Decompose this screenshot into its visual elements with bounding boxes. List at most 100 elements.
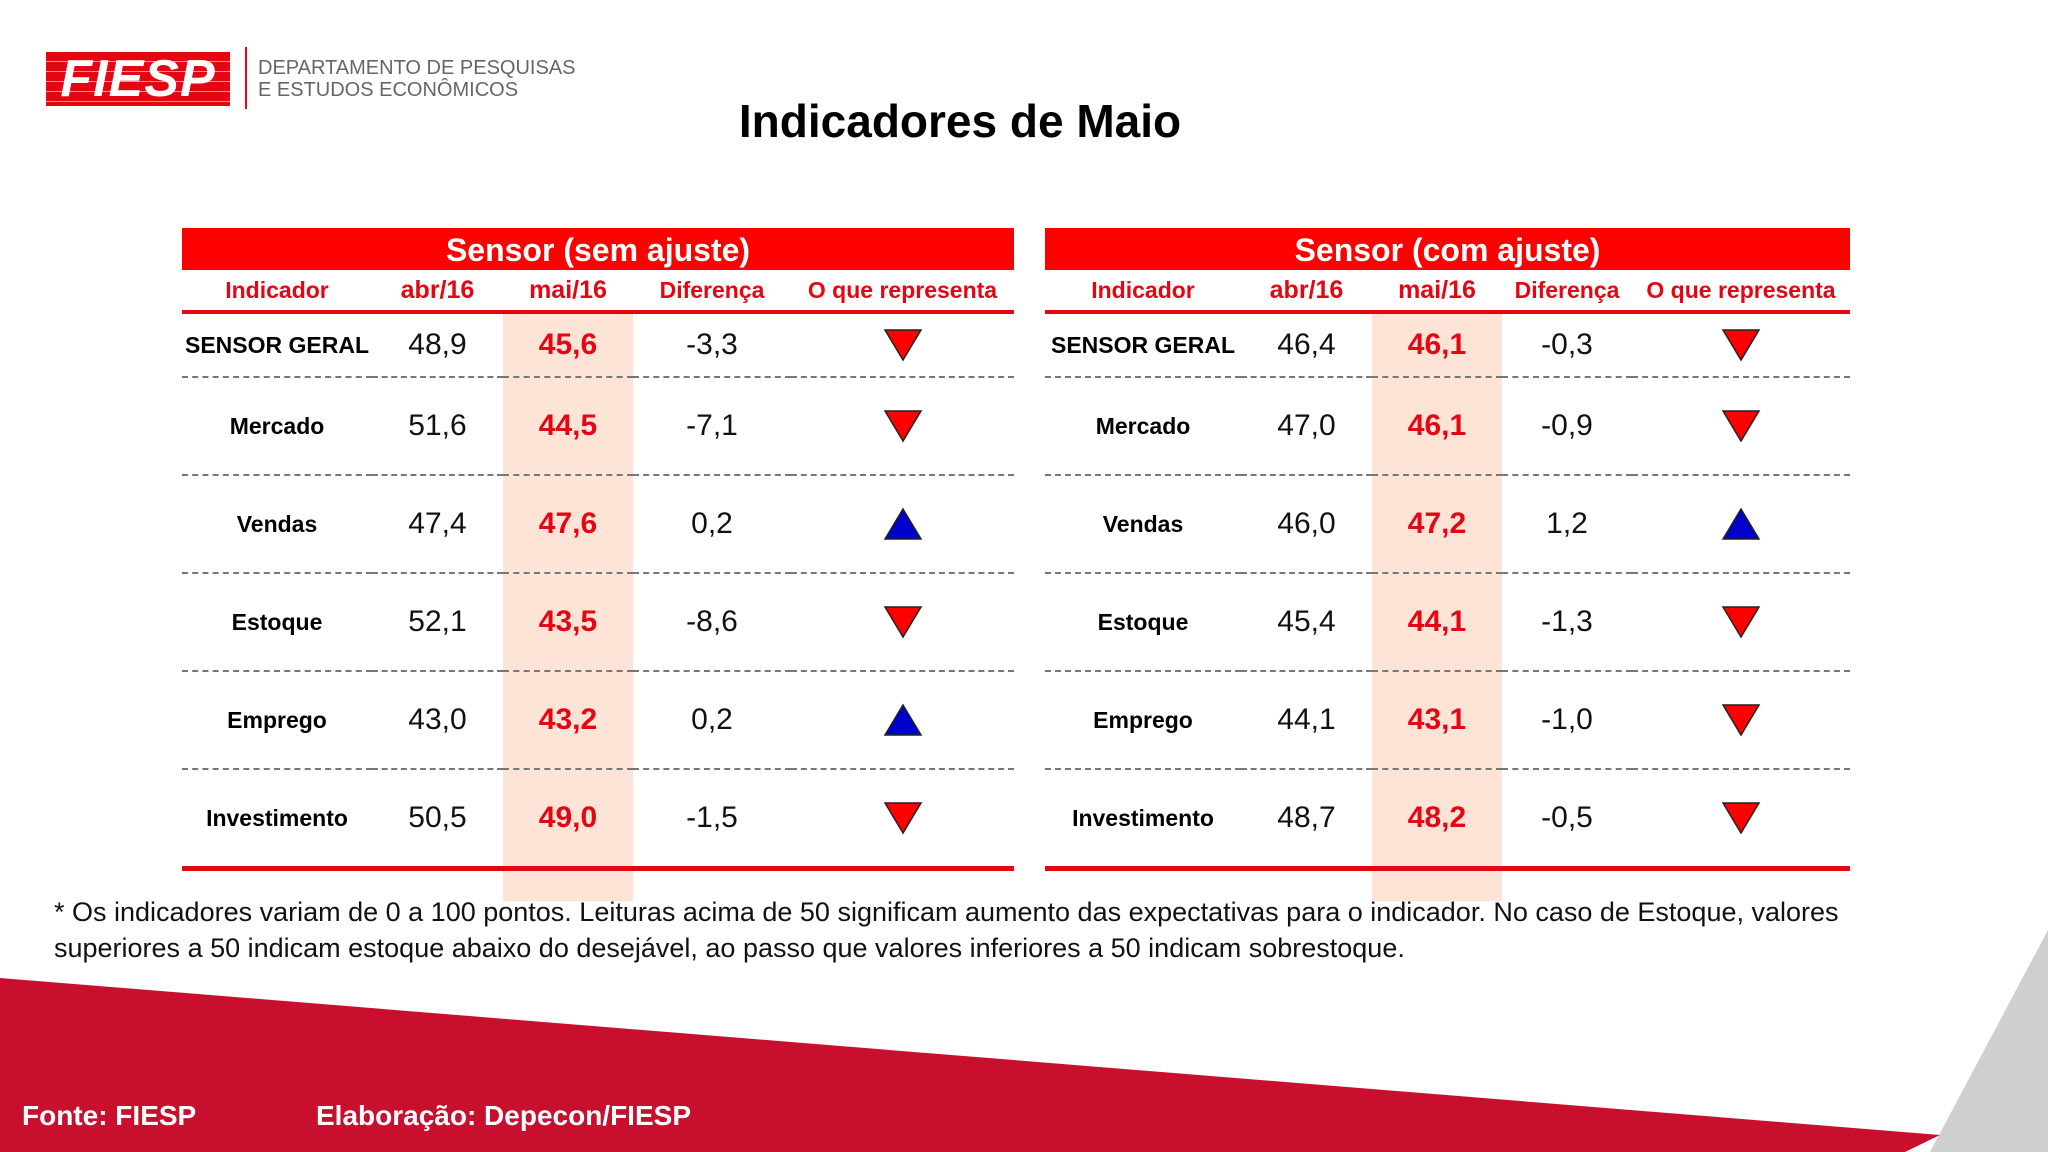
value-diferenca: -1,3 [1502, 573, 1632, 672]
triangle-up-icon [1721, 507, 1761, 540]
trend-cell [1632, 475, 1850, 574]
table-row: Investimento 50,5 49,0 -1,5 [182, 769, 1014, 871]
trend-cell [791, 475, 1014, 574]
indicator-name: Emprego [182, 671, 372, 770]
value-abr: 48,7 [1241, 769, 1372, 871]
table-row: Vendas 46,0 47,2 1,2 [1045, 475, 1850, 574]
value-mai: 49,0 [503, 769, 633, 871]
table-title: Sensor (sem ajuste) [182, 228, 1014, 270]
value-diferenca: 0,2 [633, 671, 791, 770]
value-diferenca: -8,6 [633, 573, 791, 672]
indicator-name: Emprego [1045, 671, 1241, 770]
table-row: SENSOR GERAL 48,9 45,6 -3,3 [182, 312, 1014, 378]
indicator-table: Indicador abr/16 mai/16 Diferença O que … [1045, 270, 1850, 871]
table-row: Investimento 48,7 48,2 -0,5 [1045, 769, 1850, 871]
value-diferenca: 1,2 [1502, 475, 1632, 574]
value-abr: 46,4 [1241, 312, 1372, 378]
triangle-down-icon [1721, 704, 1761, 737]
value-mai: 43,2 [503, 671, 633, 770]
value-mai: 44,1 [1372, 573, 1502, 672]
header-mai: mai/16 [503, 270, 633, 314]
value-abr: 45,4 [1241, 573, 1372, 672]
value-diferenca: -0,3 [1502, 312, 1632, 378]
value-mai: 47,2 [1372, 475, 1502, 574]
value-abr: 52,1 [372, 573, 503, 672]
red-band [0, 978, 1940, 1152]
indicator-name: Vendas [182, 475, 372, 574]
indicator-name: Vendas [1045, 475, 1241, 574]
indicator-name: Estoque [1045, 573, 1241, 672]
trend-cell [1632, 573, 1850, 672]
header-abr: abr/16 [372, 270, 503, 314]
header-indicador: Indicador [1045, 270, 1241, 314]
table-title: Sensor (com ajuste) [1045, 228, 1850, 270]
value-mai: 48,2 [1372, 769, 1502, 871]
table-com-ajuste: Sensor (com ajuste) Indicador abr/16 mai… [1045, 228, 1850, 901]
indicator-name: SENSOR GERAL [182, 312, 372, 378]
table-sem-ajuste: Sensor (sem ajuste) Indicador abr/16 mai… [182, 228, 1014, 901]
table-row: Vendas 47,4 47,6 0,2 [182, 475, 1014, 574]
header-abr: abr/16 [1241, 270, 1372, 314]
header-diferenca: Diferença [1502, 270, 1632, 314]
value-diferenca: -3,3 [633, 312, 791, 378]
table-row: Emprego 43,0 43,2 0,2 [182, 671, 1014, 770]
table-row: SENSOR GERAL 46,4 46,1 -0,3 [1045, 312, 1850, 378]
value-diferenca: -1,0 [1502, 671, 1632, 770]
trend-cell [1632, 769, 1850, 871]
grey-corner [1930, 930, 2048, 1152]
indicator-table: Indicador abr/16 mai/16 Diferença O que … [182, 270, 1014, 871]
value-abr: 44,1 [1241, 671, 1372, 770]
triangle-down-icon [883, 329, 922, 362]
table-row: Mercado 47,0 46,1 -0,9 [1045, 377, 1850, 476]
table-row: Mercado 51,6 44,5 -7,1 [182, 377, 1014, 476]
triangle-up-icon [883, 507, 922, 540]
table-row: Estoque 52,1 43,5 -8,6 [182, 573, 1014, 672]
department-line-1: DEPARTAMENTO DE PESQUISAS [258, 57, 576, 79]
value-mai: 43,1 [1372, 671, 1502, 770]
footnote: * Os indicadores variam de 0 a 100 ponto… [54, 897, 1839, 963]
value-mai: 45,6 [503, 312, 633, 378]
trend-cell [791, 573, 1014, 672]
triangle-down-icon [883, 410, 922, 443]
header-diferenca: Diferença [633, 270, 791, 314]
footer-elaboracao: Elaboração: Depecon/FIESP [316, 1100, 691, 1131]
value-diferenca: -1,5 [633, 769, 791, 871]
department-name: DEPARTAMENTO DE PESQUISAS E ESTUDOS ECON… [258, 57, 575, 101]
indicator-name: SENSOR GERAL [1045, 312, 1241, 378]
trend-cell [791, 769, 1014, 871]
trend-cell [1632, 312, 1850, 378]
triangle-down-icon [1721, 606, 1761, 639]
value-diferenca: -7,1 [633, 377, 791, 476]
page-title: Indicadores de Maio [738, 95, 1182, 147]
header-representa: O que representa [1632, 270, 1850, 314]
header-representa: O que representa [791, 270, 1014, 314]
footer-fonte: Fonte: FIESP [22, 1100, 197, 1131]
value-mai: 46,1 [1372, 377, 1502, 476]
value-mai: 43,5 [503, 573, 633, 672]
trend-cell [791, 312, 1014, 378]
indicator-name: Estoque [182, 573, 372, 672]
value-mai: 44,5 [503, 377, 633, 476]
indicator-name: Investimento [1045, 769, 1241, 871]
value-abr: 43,0 [372, 671, 503, 770]
trend-cell [1632, 671, 1850, 770]
value-abr: 51,6 [372, 377, 503, 476]
triangle-down-icon [883, 802, 922, 835]
triangle-down-icon [883, 606, 922, 639]
header-mai: mai/16 [1372, 270, 1502, 314]
department-line-2: E ESTUDOS ECONÔMICOS [258, 79, 519, 101]
value-abr: 46,0 [1241, 475, 1372, 574]
triangle-up-icon [883, 703, 922, 736]
value-abr: 50,5 [372, 769, 503, 871]
trend-cell [791, 671, 1014, 770]
value-mai: 47,6 [503, 475, 633, 574]
header-indicador: Indicador [182, 270, 372, 314]
logo-divider [245, 47, 247, 109]
value-abr: 48,9 [372, 312, 503, 378]
table-row: Estoque 45,4 44,1 -1,3 [1045, 573, 1850, 672]
value-abr: 47,0 [1241, 377, 1372, 476]
value-diferenca: 0,2 [633, 475, 791, 574]
table-row: Emprego 44,1 43,1 -1,0 [1045, 671, 1850, 770]
triangle-down-icon [1721, 410, 1761, 443]
indicator-name: Investimento [182, 769, 372, 871]
